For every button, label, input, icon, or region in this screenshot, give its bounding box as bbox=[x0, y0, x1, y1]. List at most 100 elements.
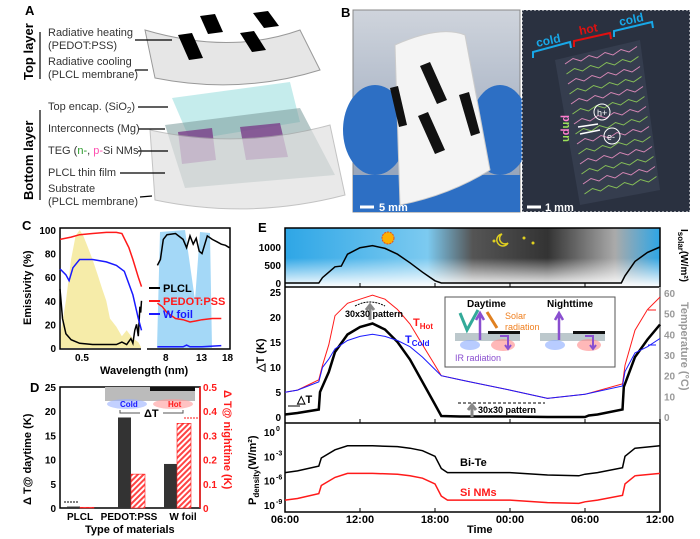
series-line-wfoil bbox=[157, 344, 222, 348]
y-tick-label: 40 bbox=[45, 297, 57, 308]
label-arrows bbox=[39, 32, 172, 200]
series-line-plcl bbox=[59, 288, 143, 347]
x-tick-label: 8 bbox=[163, 353, 169, 364]
y-tick-label-temperature: 50 bbox=[664, 310, 676, 321]
inset-cold-label: Cold bbox=[120, 400, 138, 409]
y-tick-label-delta: 0 bbox=[275, 413, 281, 424]
teg-label: TEG (n-, p-Si NMs) bbox=[48, 145, 142, 157]
panel-c-emissivity-chart: C 0 20 40 60 80 100 0.5 8 13 18 Wavelength (n… bbox=[22, 218, 234, 377]
inset-nighttime-label: Nighttime bbox=[547, 299, 594, 310]
x-tick-label: 06:00 bbox=[571, 514, 599, 526]
pedot-pads bbox=[178, 11, 279, 60]
y-tick-label-left: 5 bbox=[50, 480, 56, 491]
electron-marker bbox=[603, 127, 621, 145]
sun-ray-reflect-icon bbox=[458, 309, 480, 334]
y-tick-label: 20 bbox=[45, 320, 57, 331]
delta-bracket bbox=[119, 410, 184, 414]
y-tick-exponent: -3 bbox=[276, 450, 282, 457]
legend-label: PEDOT:PSS bbox=[163, 296, 225, 308]
series-line-sinms bbox=[284, 472, 661, 505]
x-tick-label: PLCL bbox=[67, 512, 93, 523]
glove-finger-left bbox=[343, 85, 407, 175]
serpentine-lines bbox=[564, 46, 657, 195]
serpentine-line bbox=[566, 56, 639, 75]
bar-nighttime bbox=[130, 473, 146, 509]
x-tick-label: 13 bbox=[196, 353, 208, 364]
carrier-arrows bbox=[577, 123, 601, 135]
cold-label-left: cold bbox=[535, 31, 562, 50]
serpentine-line bbox=[576, 126, 650, 145]
inset-hot-label: Hot bbox=[168, 400, 182, 409]
inset-heater bbox=[150, 387, 195, 391]
serpentine-line bbox=[578, 136, 651, 155]
y-tick-label-delta: 25 bbox=[270, 288, 282, 299]
y-tick-label-right: 0.2 bbox=[203, 456, 217, 467]
cold-bracket-right bbox=[613, 20, 654, 37]
y-tick-exponent: 0 bbox=[276, 426, 280, 433]
x-tick-label: 0.5 bbox=[75, 353, 89, 364]
panel-e-time-series: E 06:00 12:00 18:00 00:00 06:00 12:0005001000… bbox=[247, 220, 690, 536]
t-hot-label: THot bbox=[413, 317, 433, 331]
y-tick-label-right: 0.3 bbox=[203, 431, 217, 442]
y-tick-label-left: 10 bbox=[45, 456, 57, 467]
heat-flow-icon bbox=[500, 335, 512, 351]
axis-break bbox=[141, 345, 147, 353]
y-tick-label-solar: 0 bbox=[275, 279, 281, 290]
svg-text:pnpn: pnpn bbox=[560, 115, 572, 142]
electron-label: e- bbox=[607, 132, 615, 142]
y-tick-label-temperature: 60 bbox=[664, 289, 676, 300]
pattern-day-label: 30x30 pattern bbox=[345, 309, 403, 319]
legend-label: W foil bbox=[163, 309, 193, 321]
heat-flow-icon bbox=[585, 335, 597, 351]
y-tick-label-temperature: 30 bbox=[664, 351, 676, 362]
x-tick-label: 18:00 bbox=[421, 514, 449, 526]
serpentine-line bbox=[569, 76, 642, 95]
y-tick-label-left: 20 bbox=[45, 407, 57, 418]
panel-label-a: A bbox=[25, 3, 35, 18]
y-tick-label-temperature: 20 bbox=[664, 372, 676, 383]
t-cold-label: TCold bbox=[405, 334, 430, 348]
inset-graphics bbox=[455, 309, 605, 351]
pattern-night-arrow bbox=[466, 402, 478, 417]
y-tick-label-right: 0.5 bbox=[203, 383, 217, 394]
plcl-membrane-label-top: (PLCL membrane) bbox=[48, 69, 138, 81]
radiative-heating-label: Radiative heating bbox=[48, 27, 133, 39]
flexible-device bbox=[394, 31, 491, 206]
y-tick-label-left: 15 bbox=[45, 431, 57, 442]
y-tick-label-right: 0.4 bbox=[203, 407, 217, 418]
serpentine-line bbox=[581, 156, 654, 175]
y-axis-label-d-right: Δ T@ nighttime (K) bbox=[221, 390, 233, 490]
panel-label-b: B bbox=[341, 5, 350, 20]
cold-glow bbox=[107, 399, 147, 409]
y-tick-label: 0 bbox=[50, 344, 56, 355]
plcl-membrane-label-bottom: (PLCL membrane) bbox=[48, 196, 138, 208]
serpentine-line bbox=[579, 146, 653, 165]
hole-label: h+ bbox=[597, 108, 607, 118]
sun-ray-absorb-icon bbox=[485, 311, 499, 329]
series-line-pedotpss bbox=[156, 302, 222, 323]
x-tick-label: W foil bbox=[169, 512, 196, 523]
top-encap-label: Top encap. (SiO2) bbox=[48, 101, 135, 115]
y-tick-label-right: 0 bbox=[203, 504, 209, 515]
hole-marker bbox=[593, 103, 611, 121]
y-tick-label-solar: 1000 bbox=[259, 243, 282, 254]
panel-b: B 5 mm cold hot cold h+ e- pnpn 1 mm bbox=[341, 5, 691, 214]
y-axis-label-delta-t: △T (K) bbox=[255, 338, 267, 373]
series-line-tcold bbox=[284, 333, 661, 399]
bar-daytime bbox=[67, 506, 80, 508]
substrate-label: Substrate bbox=[48, 183, 95, 195]
bar-nighttime bbox=[176, 422, 192, 509]
x-tick-label: 18 bbox=[222, 353, 234, 364]
scale-label-micro: 1 mm bbox=[545, 202, 574, 214]
pattern-night-label: 30x30 pattern bbox=[478, 405, 536, 415]
y-tick-label-delta: 20 bbox=[270, 313, 282, 324]
y-tick-exponent: -6 bbox=[276, 475, 282, 482]
y-tick-label-solar: 500 bbox=[264, 261, 281, 272]
interconnects-label: Interconnects (Mg) bbox=[48, 123, 140, 135]
y-tick-label-left: 25 bbox=[45, 383, 57, 394]
pattern-day-arrow bbox=[364, 302, 376, 320]
si-nms-label: Si NMs bbox=[460, 487, 497, 499]
serpentine-line bbox=[570, 86, 644, 105]
inset-solar-label-1: Solar bbox=[505, 311, 526, 321]
